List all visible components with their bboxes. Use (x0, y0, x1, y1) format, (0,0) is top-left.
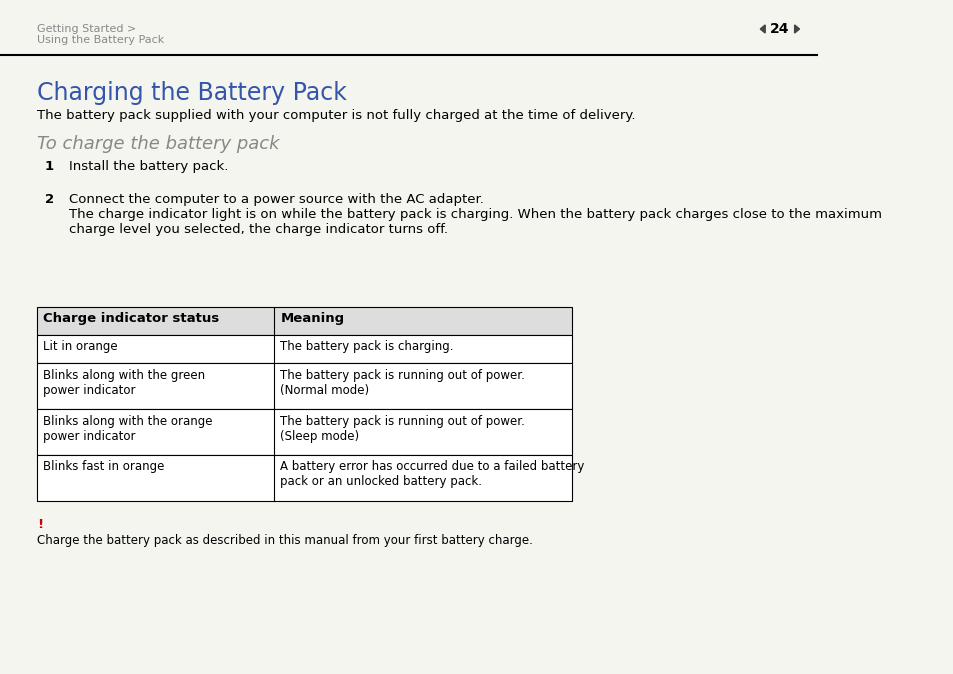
Text: Connect the computer to a power source with the AC adapter.
The charge indicator: Connect the computer to a power source w… (70, 193, 882, 236)
Polygon shape (794, 25, 799, 33)
Text: 1: 1 (45, 160, 54, 173)
Bar (37, 455, 572, 501)
Text: The battery pack is charging.: The battery pack is charging. (280, 340, 454, 353)
Bar (37, 363, 572, 409)
Text: Getting Started >: Getting Started > (37, 24, 136, 34)
Bar (37, 307, 572, 335)
Text: The battery pack supplied with your computer is not fully charged at the time of: The battery pack supplied with your comp… (37, 109, 635, 122)
Text: Blinks fast in orange: Blinks fast in orange (43, 460, 165, 473)
Text: To charge the battery pack: To charge the battery pack (37, 135, 279, 153)
Text: A battery error has occurred due to a failed battery
pack or an unlocked battery: A battery error has occurred due to a fa… (280, 460, 584, 489)
Text: Install the battery pack.: Install the battery pack. (70, 160, 229, 173)
Text: 24: 24 (769, 22, 789, 36)
Text: Meaning: Meaning (280, 312, 344, 325)
Polygon shape (760, 25, 764, 33)
Text: Blinks along with the green
power indicator: Blinks along with the green power indica… (43, 369, 205, 397)
Text: 2: 2 (45, 193, 54, 206)
Text: Charge the battery pack as described in this manual from your first battery char: Charge the battery pack as described in … (37, 534, 532, 547)
Text: Charge indicator status: Charge indicator status (43, 312, 219, 325)
Bar (37, 409, 572, 455)
Text: Lit in orange: Lit in orange (43, 340, 118, 353)
Bar (37, 335, 572, 363)
Text: Using the Battery Pack: Using the Battery Pack (37, 35, 164, 45)
Text: Blinks along with the orange
power indicator: Blinks along with the orange power indic… (43, 415, 213, 443)
Text: !: ! (37, 518, 43, 530)
Text: Charging the Battery Pack: Charging the Battery Pack (37, 81, 346, 105)
Text: The battery pack is running out of power.
(Sleep mode): The battery pack is running out of power… (280, 415, 525, 443)
Text: The battery pack is running out of power.
(Normal mode): The battery pack is running out of power… (280, 369, 525, 397)
